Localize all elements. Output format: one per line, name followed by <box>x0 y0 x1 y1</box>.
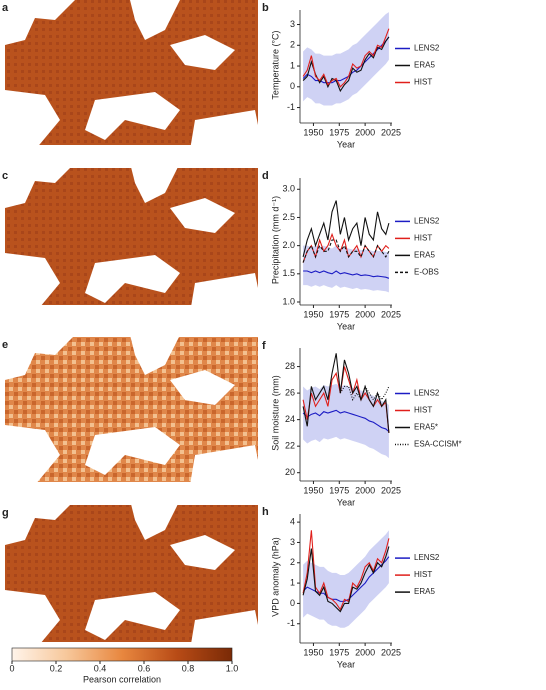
y-tick-label: 1.0 <box>282 296 295 306</box>
x-tick-label: 1950 <box>303 127 323 137</box>
legend-label: HIST <box>414 78 432 87</box>
legend-label: LENS2 <box>414 553 440 562</box>
legend-label: ESA-CCISM* <box>414 440 462 449</box>
x-axis-label: Year <box>337 659 355 669</box>
x-tick-label: 2000 <box>355 485 375 495</box>
legend-label: ERA5* <box>414 423 438 432</box>
y-tick-label: 24 <box>285 414 295 424</box>
x-tick-label: 1975 <box>329 647 349 657</box>
panel-letter: d <box>262 170 269 182</box>
y-tick-label: 0 <box>290 81 295 91</box>
legend-label: LENS2 <box>414 217 440 226</box>
colorbar-label: Pearson correlation <box>83 674 161 684</box>
x-tick-label: 2025 <box>381 127 401 137</box>
series-line <box>339 385 390 402</box>
y-tick-label: 2.5 <box>282 212 295 222</box>
y-tick-label: -1 <box>287 102 295 112</box>
panel-letter: b <box>262 2 269 14</box>
series-line <box>303 270 390 279</box>
y-tick-label: 0 <box>290 598 295 608</box>
y-tick-label: 1 <box>290 577 295 587</box>
series-line <box>302 530 390 611</box>
legend-label: ERA5 <box>414 587 435 596</box>
y-axis-label: Temperature (°C) <box>270 30 280 99</box>
colorbar <box>11 647 233 662</box>
colorbar-tick-label: 0.2 <box>50 663 63 673</box>
y-tick-label: 28 <box>285 361 295 371</box>
legend-label: ERA5 <box>414 251 435 260</box>
x-tick-label: 2025 <box>381 309 401 319</box>
colorbar-tick-label: 0.8 <box>182 663 195 673</box>
y-tick-label: 22 <box>285 441 295 451</box>
y-tick-label: 4 <box>290 517 295 527</box>
x-tick-label: 1950 <box>303 309 323 319</box>
legend-label: LENS2 <box>414 389 440 398</box>
legend-label: ERA5 <box>414 61 435 70</box>
y-tick-label: 3.0 <box>282 184 295 194</box>
legend-label: LENS2 <box>414 44 440 53</box>
legend-label: HIST <box>414 406 432 415</box>
uncertainty-band <box>303 245 389 293</box>
map-a <box>5 0 263 150</box>
y-tick-label: 2 <box>290 557 295 567</box>
map-g <box>5 500 263 650</box>
y-tick-label: 1 <box>290 60 295 70</box>
x-tick-label: 2000 <box>355 309 375 319</box>
y-tick-label: 1.5 <box>282 268 295 278</box>
y-tick-label: 3 <box>290 537 295 547</box>
panel-letter: f <box>262 340 266 352</box>
panel-letter: g <box>2 507 9 519</box>
y-axis-label: Soil moisture (mm) <box>270 375 280 451</box>
uncertainty-band <box>303 530 389 628</box>
y-axis-label: Precipitation (mm d⁻¹) <box>270 196 280 284</box>
y-tick-label: 20 <box>285 467 295 477</box>
x-tick-label: 1975 <box>329 309 349 319</box>
y-tick-label: -1 <box>287 618 295 628</box>
uncertainty-band <box>303 383 389 459</box>
colorbar-tick-label: 0.6 <box>138 663 151 673</box>
series-line <box>302 546 390 613</box>
series-line <box>302 28 390 88</box>
x-axis-label: Year <box>337 321 355 331</box>
colorbar-tick-label: 1.0 <box>226 663 239 673</box>
map-e <box>5 335 263 485</box>
x-tick-label: 2000 <box>355 127 375 137</box>
y-tick-label: 2 <box>290 40 295 50</box>
legend-label: HIST <box>414 234 432 243</box>
uncertainty-band <box>303 12 389 106</box>
x-axis-label: Year <box>337 497 355 507</box>
map-c <box>5 163 263 313</box>
x-tick-label: 1950 <box>303 485 323 495</box>
legend-label: HIST <box>414 570 432 579</box>
series-line <box>302 409 390 432</box>
series-line <box>302 239 390 263</box>
panel-letter: h <box>262 506 269 518</box>
panel-letter: e <box>2 339 8 351</box>
series-line <box>302 200 390 258</box>
y-tick-label: 3 <box>290 19 295 29</box>
y-tick-label: 26 <box>285 387 295 397</box>
y-tick-label: 2.0 <box>282 240 295 250</box>
x-tick-label: 2025 <box>381 647 401 657</box>
panel-letter: c <box>2 170 8 182</box>
x-tick-label: 1975 <box>329 485 349 495</box>
x-axis-label: Year <box>337 139 355 149</box>
series-line <box>302 353 390 433</box>
x-tick-label: 1950 <box>303 647 323 657</box>
panel-letter: a <box>2 2 9 14</box>
colorbar-tick-label: 0.4 <box>94 663 107 673</box>
y-axis-label: VPD anomaly (hPa) <box>270 537 280 617</box>
x-tick-label: 1975 <box>329 127 349 137</box>
legend-label: E-OBS <box>414 268 439 277</box>
colorbar-tick-label: 0 <box>9 663 14 673</box>
x-tick-label: 2025 <box>381 485 401 495</box>
series-line <box>302 366 390 433</box>
x-tick-label: 2000 <box>355 647 375 657</box>
